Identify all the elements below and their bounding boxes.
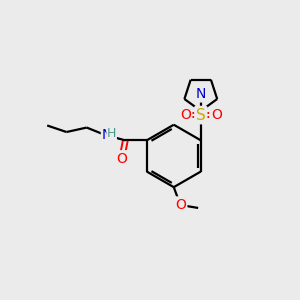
- Text: O: O: [211, 108, 222, 122]
- Text: N: N: [101, 128, 112, 142]
- Text: N: N: [196, 87, 206, 101]
- Text: N: N: [196, 87, 206, 101]
- Text: O: O: [116, 152, 127, 166]
- Text: H: H: [107, 127, 116, 140]
- Text: O: O: [180, 108, 191, 122]
- Text: O: O: [175, 198, 186, 212]
- Text: S: S: [196, 108, 206, 123]
